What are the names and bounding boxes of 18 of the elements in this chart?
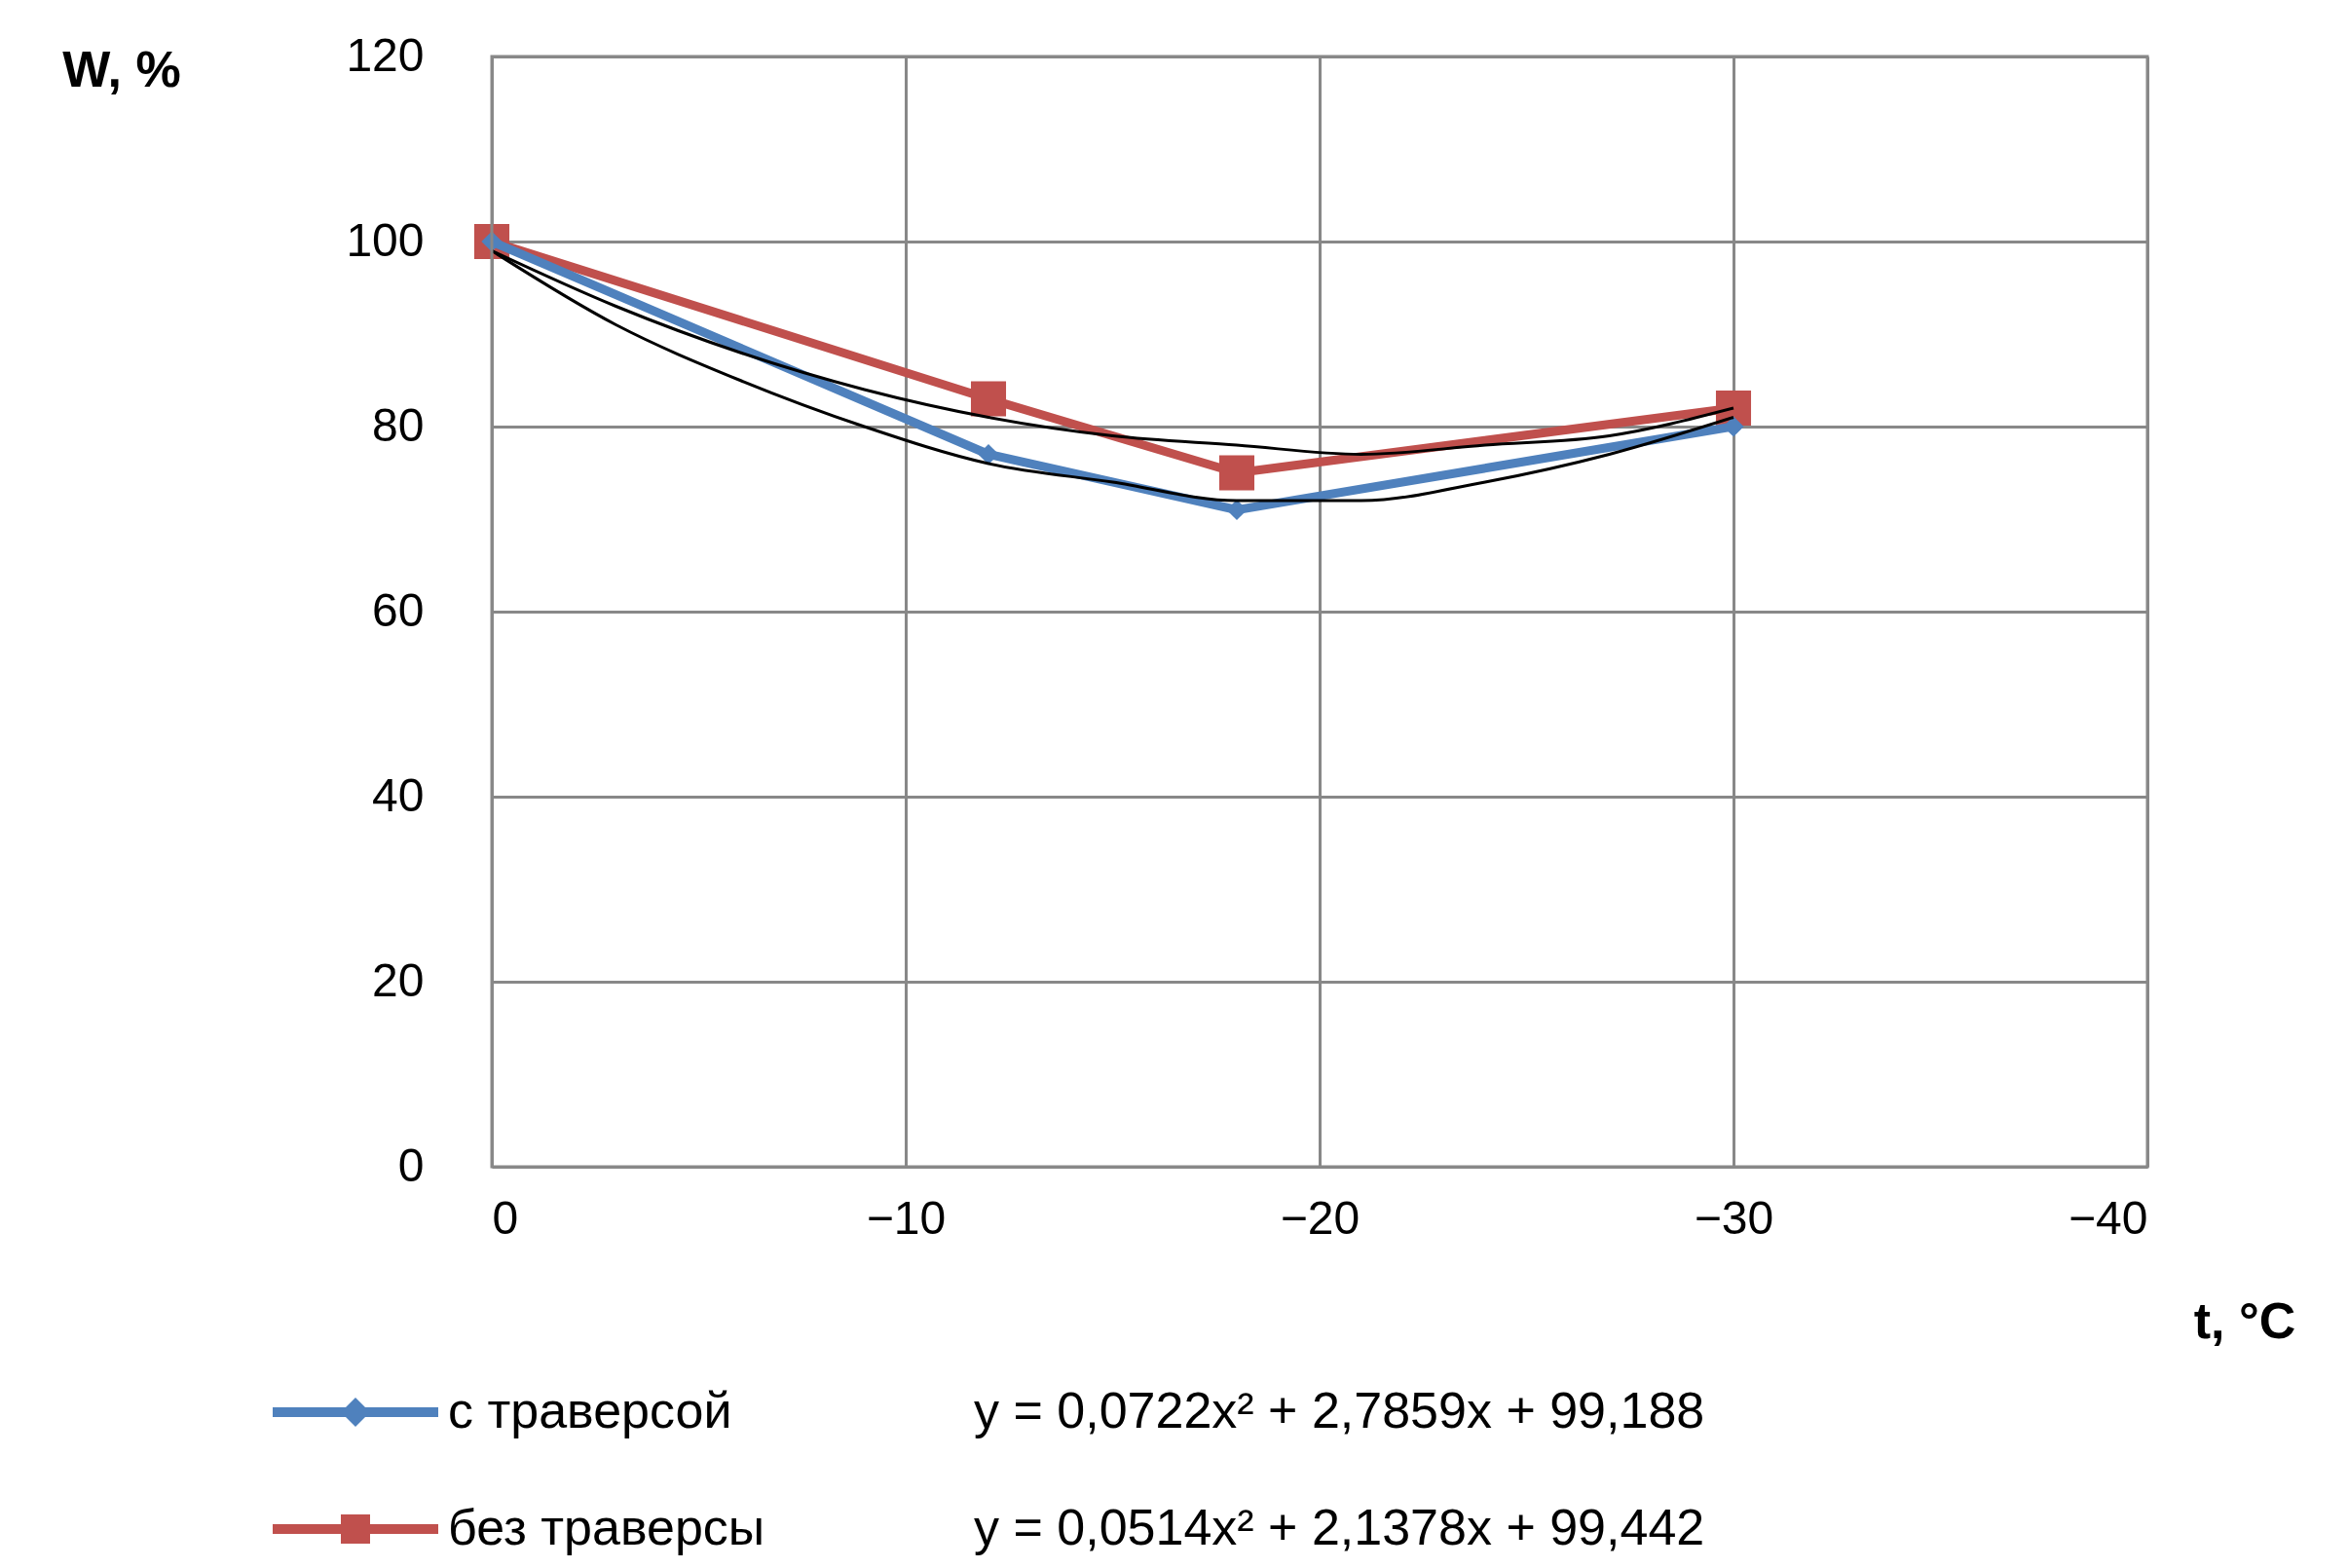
x-tick-label: 0 (492, 1191, 519, 1244)
y-tick-label: 100 (346, 213, 425, 266)
y-tick-label: 40 (372, 768, 425, 821)
text: y = 0,0514x² + 2,1378x + 99,442 (974, 1499, 1705, 1555)
legend-label: с траверсой (448, 1382, 732, 1438)
y-axis-title: W, % (62, 41, 181, 97)
x-tick-label: −40 (2068, 1191, 2148, 1244)
y-tick-label: 80 (372, 398, 425, 451)
y-tick-label: 60 (372, 583, 425, 636)
text: y = 0,0722x² + 2,7859x + 99,188 (974, 1382, 1705, 1438)
y-tick-label: 0 (397, 1139, 425, 1191)
x-tick-label: −20 (1280, 1191, 1360, 1244)
x-tick-label: −10 (866, 1191, 947, 1244)
y-tick-label: 20 (372, 953, 425, 1006)
x-axis-title: t, °C (2193, 1292, 2296, 1349)
y-tick-label: 120 (346, 28, 425, 81)
x-tick-label: −30 (1694, 1191, 1774, 1244)
legend-label: без траверсы (448, 1499, 765, 1555)
